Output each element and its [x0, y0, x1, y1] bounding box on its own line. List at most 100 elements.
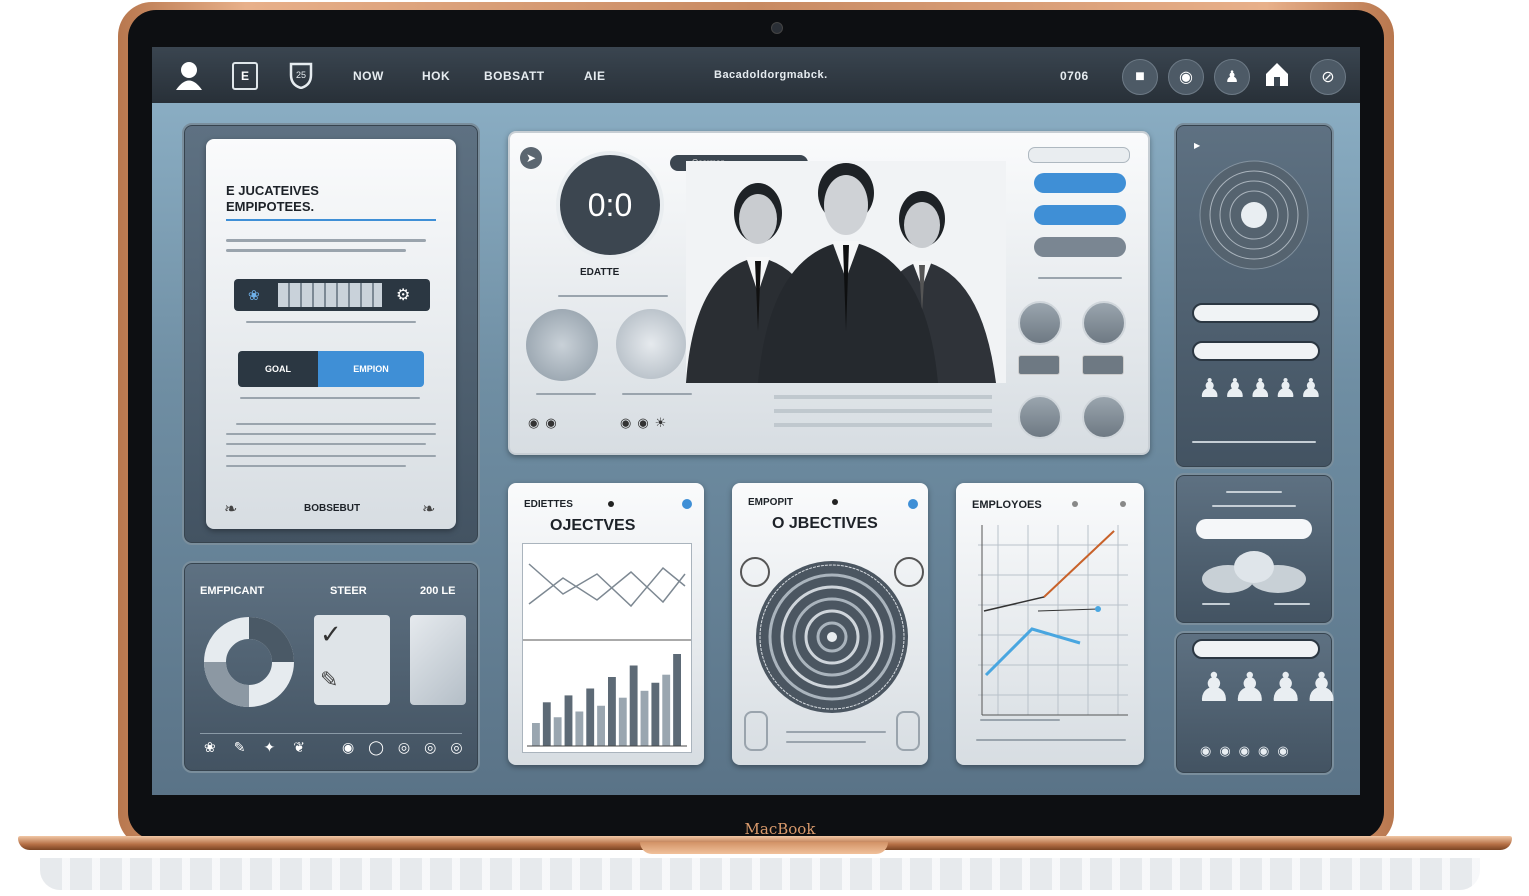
edit-icon: ✎: [320, 667, 339, 692]
blue-button-1[interactable]: [1034, 173, 1126, 193]
text-line: [980, 719, 1060, 721]
text-line: [622, 393, 692, 395]
text-line: [1226, 491, 1282, 493]
laptop-shadow: [40, 858, 1480, 890]
sidebar-button-2[interactable]: [1192, 341, 1320, 361]
compass-icon[interactable]: [526, 309, 598, 381]
gear-icon[interactable]: ⚙: [396, 287, 411, 304]
track-bar[interactable]: [774, 395, 992, 399]
nav-item-bobsatt[interactable]: BOBSATT: [484, 69, 545, 83]
track-bar[interactable]: [774, 423, 992, 427]
nav-item-aie[interactable]: AIE: [584, 69, 606, 83]
bar: [618, 697, 627, 746]
leaf-icon[interactable]: ❧: [422, 501, 436, 518]
device-icon[interactable]: [1082, 355, 1124, 375]
fan-icon[interactable]: [616, 309, 686, 379]
device-icon[interactable]: [1018, 355, 1060, 375]
sidebar-button-1[interactable]: [1192, 303, 1320, 323]
cloud-icon: [1198, 549, 1310, 602]
gray-button[interactable]: [1034, 237, 1126, 257]
small-icons[interactable]: ◉◉☀: [620, 415, 673, 430]
toolbar-icons[interactable]: ❀✎✦❦: [204, 739, 323, 755]
text-line: [1192, 441, 1316, 443]
track-bar[interactable]: [774, 409, 992, 413]
dot-icon: [1072, 501, 1078, 507]
toggle-icon[interactable]: [896, 711, 920, 751]
tool-icon[interactable]: [1082, 395, 1126, 439]
stats-panel: EMFPICANT STEER 200 LE ✓ ✎ ❀✎✦❦ ◉◯◎◎◎: [182, 561, 480, 773]
text-line: [226, 249, 406, 252]
left-panel: E JUCATEIVES EMPIPOTEES. ❀ ⚙ GOAL EMPION…: [182, 123, 480, 545]
dot-icon: [832, 499, 838, 505]
text-line: [536, 393, 596, 395]
right-panel-bottom: ♟♟♟♟ ◉◉◉◉◉: [1174, 631, 1339, 775]
text-line: [226, 433, 436, 435]
donut-chart: [202, 615, 296, 714]
user-icon[interactable]: [174, 59, 204, 91]
sidebar-pill[interactable]: [1196, 519, 1312, 539]
tool-icon[interactable]: [1018, 395, 1062, 439]
person-icon[interactable]: ♟: [1214, 59, 1250, 95]
bird-icon[interactable]: [740, 557, 770, 587]
small-icons[interactable]: ◉◉: [528, 415, 563, 430]
tool-icon[interactable]: [1082, 301, 1126, 345]
flower-icon: ❀: [248, 287, 260, 303]
check-tile[interactable]: ✓ ✎: [314, 615, 390, 705]
card-title-line1: E JUCATEIVES: [226, 183, 319, 198]
dot-icon: [608, 501, 614, 507]
slider-track[interactable]: [786, 741, 866, 743]
hero-card: ➤ 0:0 EDATTE Oasrmon: [508, 131, 1150, 455]
dot-icon: [1120, 501, 1126, 507]
empion-button[interactable]: EMPION: [318, 351, 424, 387]
people-icons: ♟♟♟♟♟: [1198, 373, 1325, 403]
hero-slider[interactable]: [1028, 147, 1130, 163]
toggle-icon[interactable]: [744, 711, 768, 751]
play-icon[interactable]: ▶: [1194, 141, 1201, 150]
card-title-line2: EMPIPOTEES.: [226, 199, 315, 214]
person-center: [758, 163, 938, 383]
calendar-icon[interactable]: E: [232, 62, 258, 90]
text-line: [1212, 505, 1296, 507]
topbar-center-text: Bacadoldorgmabck.: [714, 69, 828, 81]
blue-button-2[interactable]: [1034, 205, 1126, 225]
text-line: [226, 465, 406, 467]
text-line: [1274, 603, 1310, 605]
bird-icon[interactable]: [894, 557, 924, 587]
sidebar-button-3[interactable]: [1192, 639, 1320, 659]
home-icon[interactable]: [1262, 59, 1292, 94]
record-icon[interactable]: ◉: [1168, 59, 1204, 95]
text-line: [226, 443, 426, 445]
chart-card-1: EDIETTES OJECTVES: [508, 483, 704, 765]
goal-button[interactable]: GOAL: [238, 351, 318, 387]
camera-icon: [771, 22, 783, 34]
timer-dial: 0:0: [556, 151, 664, 259]
bar: [586, 688, 595, 746]
tool-icon[interactable]: [1018, 301, 1062, 345]
text-line: [246, 321, 416, 323]
title-underline: [226, 219, 436, 221]
slider-track[interactable]: [786, 731, 886, 733]
nav-item-now[interactable]: NOW: [353, 69, 384, 83]
right-panel-top: ▶ ♟♟♟♟♟: [1174, 123, 1334, 469]
status-dot: [682, 499, 692, 509]
bar: [673, 654, 681, 746]
nav-item-hok[interactable]: HOK: [422, 69, 451, 83]
slash-icon[interactable]: ⊘: [1310, 59, 1346, 95]
topbar-counter: 0706: [1060, 69, 1089, 83]
toolbar-icons-right[interactable]: ◉◯◎◎◎: [342, 739, 477, 755]
team-photo: [686, 161, 1006, 388]
chart-card-small-label: EMPLOYOES: [972, 499, 1042, 511]
lock-icon[interactable]: ■: [1122, 59, 1158, 95]
progress-strip: ❀ ⚙: [234, 279, 430, 311]
check-icon: ✓: [320, 619, 342, 649]
bar: [542, 702, 551, 746]
image-tile[interactable]: [410, 615, 466, 705]
chart-card-title: OJECTVES: [550, 517, 636, 534]
shield-icon[interactable]: 25: [288, 61, 314, 94]
chart-card-small-label: EDIETTES: [524, 499, 573, 510]
text-line: [976, 739, 1126, 741]
bird-icon[interactable]: ➤: [520, 147, 542, 169]
bar-chart: [527, 654, 687, 747]
bottom-icons[interactable]: ◉◉◉◉◉: [1200, 743, 1297, 758]
leaf-icon[interactable]: ❧: [224, 501, 238, 518]
